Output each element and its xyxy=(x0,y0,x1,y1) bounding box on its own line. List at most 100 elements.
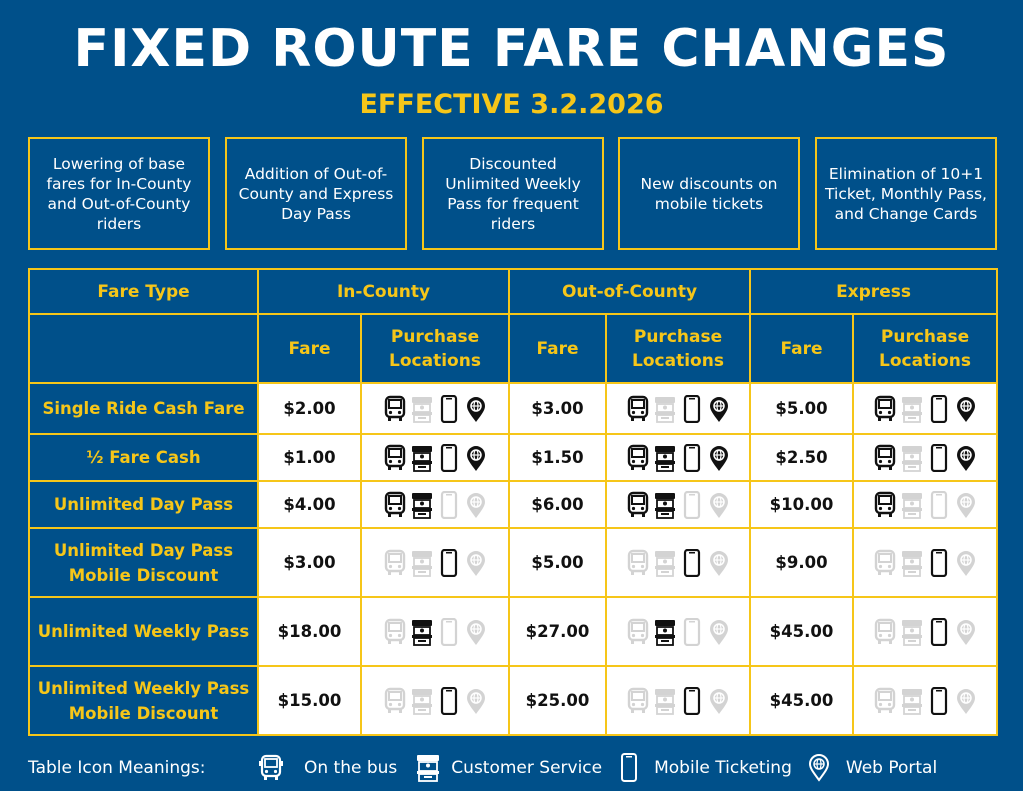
purchase-locations-cell xyxy=(604,480,752,529)
bus-icon xyxy=(383,549,407,577)
web-portal-icon xyxy=(707,687,731,715)
web-portal-icon xyxy=(954,687,978,715)
mobile-phone-icon xyxy=(927,394,951,423)
purchase-locations-cell xyxy=(604,665,752,736)
mobile-phone-icon xyxy=(437,686,461,715)
table-row: Single Ride Cash Fare $2.00 $3.00 $5.00 xyxy=(28,382,999,435)
customer-service-icon xyxy=(900,549,924,577)
fare-cell: $45.00 xyxy=(749,596,855,667)
fare-table: Fare Type In-County Out-of-County Expres… xyxy=(28,268,999,736)
bus-icon xyxy=(873,395,897,423)
bus-icon xyxy=(873,444,897,472)
highlight-boxes: Lowering of base fares for In-County and… xyxy=(28,137,997,252)
legend-item-web: Web Portal xyxy=(806,753,937,783)
mobile-phone-icon xyxy=(437,394,461,423)
mobile-phone-icon xyxy=(437,617,461,646)
purchase-locations-cell xyxy=(604,433,752,482)
web-portal-icon xyxy=(707,491,731,519)
mobile-phone-icon xyxy=(927,548,951,577)
bus-icon xyxy=(626,687,650,715)
fare-cell: $5.00 xyxy=(508,527,607,598)
row-label: ½ Fare Cash xyxy=(28,433,259,482)
table-row: ½ Fare Cash $1.00 $1.50 $2.50 xyxy=(28,433,999,482)
purchase-header: Purchase Locations xyxy=(604,313,752,384)
web-portal-icon xyxy=(954,618,978,646)
fare-type-header: Fare Type xyxy=(28,268,259,315)
bus-icon xyxy=(626,549,650,577)
purchase-locations-cell xyxy=(360,433,510,482)
mobile-phone-icon xyxy=(680,394,704,423)
fare-cell: $45.00 xyxy=(749,665,855,736)
page-subtitle: EFFECTIVE 3.2.2026 xyxy=(359,89,664,120)
customer-service-icon xyxy=(410,444,434,472)
group-header-in-county: In-County xyxy=(257,268,510,315)
customer-service-icon xyxy=(900,491,924,519)
web-portal-icon xyxy=(464,687,488,715)
customer-service-icon xyxy=(900,618,924,646)
legend-title: Table Icon Meanings: xyxy=(28,758,206,778)
mobile-phone-icon xyxy=(680,548,704,577)
web-portal-icon xyxy=(707,618,731,646)
purchase-header: Purchase Locations xyxy=(360,313,510,384)
purchase-locations-cell xyxy=(852,665,999,736)
web-portal-icon xyxy=(707,395,731,423)
customer-service-icon xyxy=(653,549,677,577)
purchase-locations-cell xyxy=(852,433,999,482)
customer-service-icon xyxy=(653,395,677,423)
fare-cell: $9.00 xyxy=(749,527,855,598)
fare-cell: $3.00 xyxy=(257,527,362,598)
web-portal-icon xyxy=(954,549,978,577)
purchase-locations-cell xyxy=(360,480,510,529)
purchase-locations-cell xyxy=(604,382,752,435)
customer-service-icon xyxy=(410,687,434,715)
row-label: Unlimited Day Pass xyxy=(28,480,259,529)
mobile-phone-icon xyxy=(680,490,704,519)
group-header-out-of-county: Out-of-County xyxy=(507,268,752,315)
bus-icon xyxy=(873,491,897,519)
fare-header: Fare xyxy=(257,313,362,384)
fare-cell: $10.00 xyxy=(749,480,855,529)
bus-icon xyxy=(626,618,650,646)
fare-cell: $27.00 xyxy=(508,596,607,667)
bus-icon xyxy=(873,618,897,646)
row-label: Unlimited Day Pass Mobile Discount xyxy=(28,527,259,598)
mobile-phone-icon xyxy=(927,686,951,715)
mobile-phone-icon xyxy=(437,443,461,472)
fare-cell: $25.00 xyxy=(508,665,607,736)
table-row: Unlimited Day Pass $4.00 $6.00 $10.00 xyxy=(28,480,999,529)
web-portal-icon xyxy=(954,395,978,423)
bus-icon xyxy=(626,491,650,519)
bus-icon xyxy=(626,444,650,472)
fare-cell: $18.00 xyxy=(257,596,362,667)
customer-service-icon xyxy=(900,444,924,472)
web-portal-icon xyxy=(464,618,488,646)
customer-service-icon xyxy=(900,395,924,423)
bus-icon xyxy=(626,395,650,423)
fare-header: Fare xyxy=(508,313,607,384)
web-portal-icon xyxy=(806,753,832,783)
mobile-phone-icon xyxy=(927,443,951,472)
purchase-locations-cell xyxy=(852,382,999,435)
purchase-header: Purchase Locations xyxy=(852,313,999,384)
purchase-locations-cell xyxy=(360,382,510,435)
bus-icon xyxy=(383,687,407,715)
purchase-locations-cell xyxy=(360,665,510,736)
bus-icon xyxy=(383,444,407,472)
fare-cell: $6.00 xyxy=(508,480,607,529)
web-portal-icon xyxy=(464,549,488,577)
bus-icon xyxy=(873,687,897,715)
fare-cell: $3.00 xyxy=(508,382,607,435)
mobile-phone-icon xyxy=(437,548,461,577)
table-row: Unlimited Day Pass Mobile Discount $3.00 $… xyxy=(28,527,999,598)
fare-cell: $5.00 xyxy=(749,382,855,435)
legend-label: Web Portal xyxy=(845,758,938,778)
legend-label: Mobile Ticketing xyxy=(654,758,792,778)
highlight-box: Addition of Out-of-County and Express Da… xyxy=(225,137,407,250)
table-row: Unlimited Weekly Pass Mobile Discount $15… xyxy=(28,665,999,736)
fare-cell: $1.50 xyxy=(508,433,607,482)
web-portal-icon xyxy=(707,444,731,472)
bus-icon xyxy=(383,491,407,519)
table-row: Unlimited Weekly Pass $18.00 $27.00 $45.00 xyxy=(28,596,999,667)
customer-service-icon xyxy=(653,444,677,472)
web-portal-icon xyxy=(464,444,488,472)
